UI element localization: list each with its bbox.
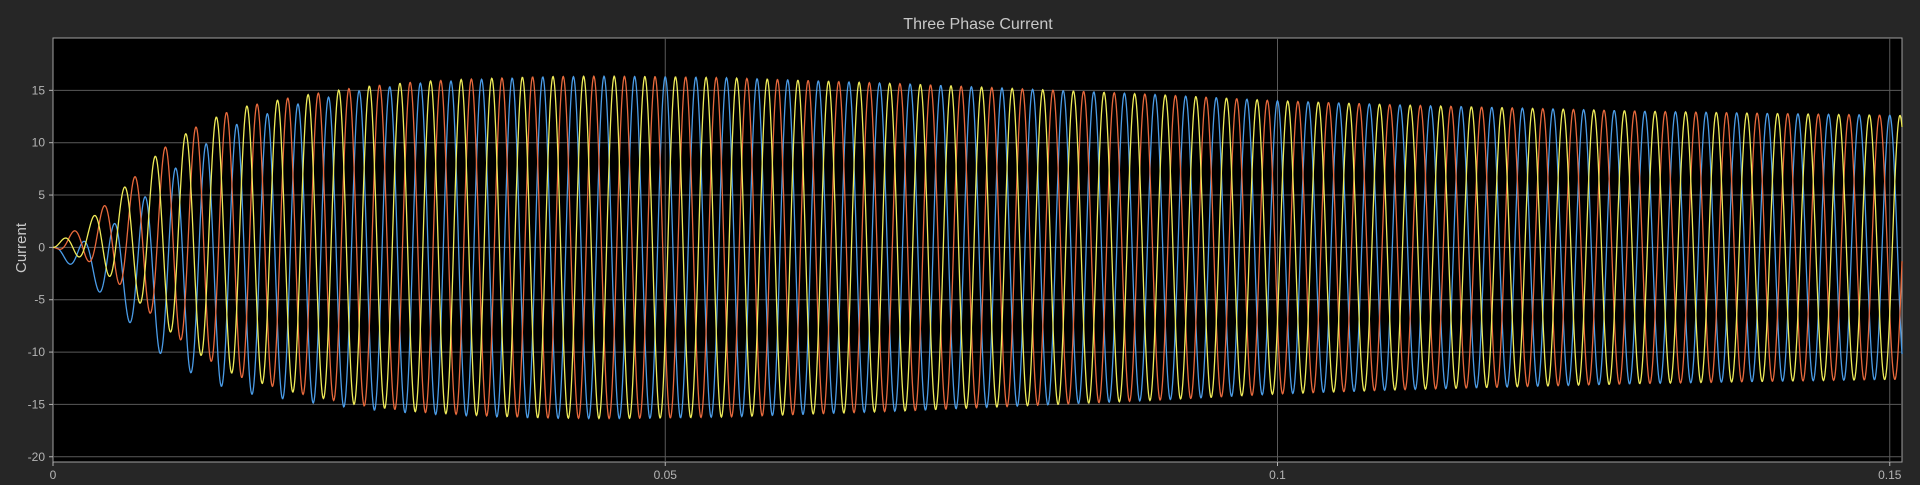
axis-ticks: -20 -15 -10 -5 0 5 10 15 0 0.05 0.1 0.15 [28, 83, 1902, 482]
y-tick-label: -15 [28, 397, 46, 411]
current-phase-3-line [52, 75, 1903, 420]
y-tick-label: -5 [34, 293, 45, 307]
current-phase-2-line [52, 74, 1903, 420]
y-tick-label: -20 [28, 450, 46, 464]
chart-title: Three Phase Current [903, 16, 1053, 33]
x-tick-label: 0 [50, 468, 57, 482]
x-tick-label: 0.05 [654, 468, 678, 482]
y-tick-label: 0 [38, 240, 45, 254]
x-tick-label: 0.15 [1878, 468, 1902, 482]
y-tick-label: -10 [28, 345, 46, 359]
y-tick-label: 5 [38, 188, 45, 202]
y-axis-label: Current [13, 222, 30, 273]
y-tick-label: 15 [32, 83, 46, 97]
series-lines [52, 74, 1903, 420]
y-tick-label: 10 [32, 136, 46, 150]
x-tick-label: 0.1 [1269, 468, 1286, 482]
